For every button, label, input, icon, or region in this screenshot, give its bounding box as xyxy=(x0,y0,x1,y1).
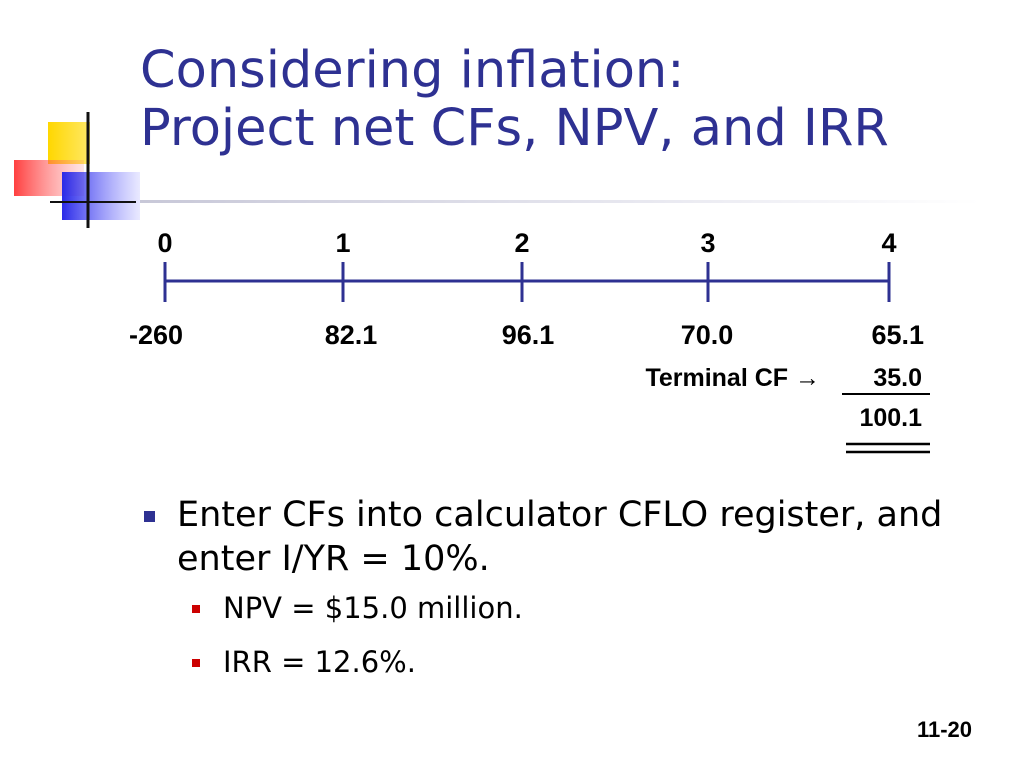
cash-flow-value: -260 xyxy=(129,320,183,350)
period-label: 0 xyxy=(157,228,172,258)
title-line-1: Considering inflation: xyxy=(140,41,685,100)
bullet-list: Enter CFs into calculator CFLO register,… xyxy=(140,493,1000,681)
sub-bullet-item: IRR = 12.6%. xyxy=(140,643,1000,681)
cash-flow-value: 65.1 xyxy=(871,320,924,350)
square-bullet-icon xyxy=(144,511,155,522)
square-bullet-icon xyxy=(192,659,200,667)
cash-flow-value: 82.1 xyxy=(325,320,378,350)
terminal-cf-label: Terminal CF → xyxy=(645,364,820,392)
slide-title: Considering inflation: Project net CFs, … xyxy=(140,42,1000,158)
square-bullet-icon xyxy=(192,605,200,613)
title-line-2: Project net CFs, NPV, and IRR xyxy=(140,99,889,158)
period-label: 1 xyxy=(335,228,350,258)
cash-flow-value: 96.1 xyxy=(502,320,555,350)
slide-number: 11-20 xyxy=(916,717,972,742)
title-divider xyxy=(140,200,980,203)
period-label: 3 xyxy=(700,228,715,258)
period-label: 2 xyxy=(514,228,529,258)
sub-bullet-text: NPV = $15.0 million. xyxy=(223,591,523,625)
terminal-cf-value: 35.0 xyxy=(873,364,922,392)
bullet-text: Enter CFs into calculator CFLO register,… xyxy=(177,495,943,579)
sub-bullet-text: IRR = 12.6%. xyxy=(223,645,416,679)
bullet-item: Enter CFs into calculator CFLO register,… xyxy=(140,493,1000,581)
sub-bullet-item: NPV = $15.0 million. xyxy=(140,589,1000,627)
period-label: 4 xyxy=(881,228,896,258)
cash-flow-timeline: 0 1 2 3 4 -260 82.1 96.1 70.0 65.1 Termi… xyxy=(129,228,930,454)
cash-flow-value: 70.0 xyxy=(681,320,734,350)
total-cf-value: 100.1 xyxy=(859,404,922,432)
decorative-logo-icon xyxy=(14,112,140,228)
